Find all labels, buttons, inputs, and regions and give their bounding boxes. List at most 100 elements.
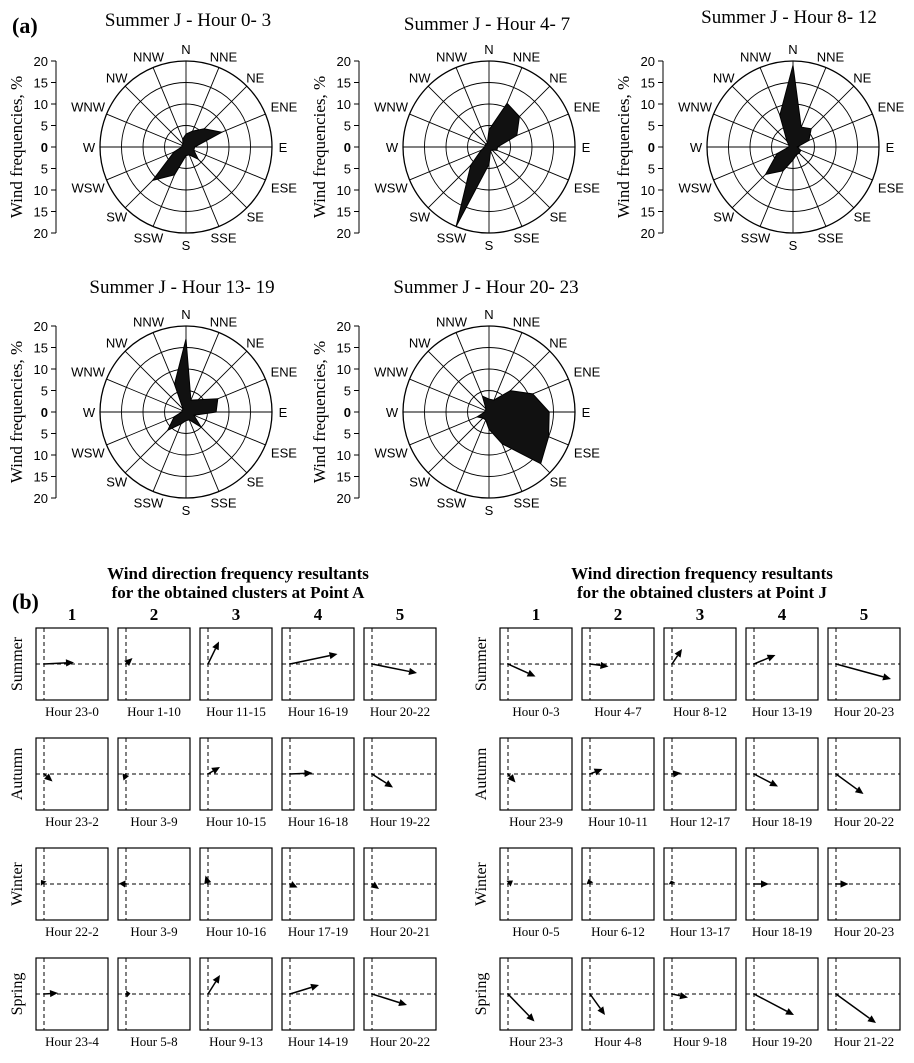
rose-polygon bbox=[151, 128, 224, 182]
resultant-arrow bbox=[207, 770, 214, 775]
rose-y-tick-label: 15 bbox=[337, 341, 351, 356]
cluster-number: 1 bbox=[532, 605, 541, 624]
rose-polygon bbox=[166, 338, 219, 432]
direction-label: ENE bbox=[574, 364, 601, 379]
direction-label: N bbox=[788, 42, 797, 57]
rose-y-tick-label: 10 bbox=[337, 97, 351, 112]
rose-y-tick-label: 10 bbox=[34, 97, 48, 112]
wind-rose: Summer J - Hour 13- 19 N NNE NE ENE E ESE SE SSE… bbox=[7, 277, 298, 518]
direction-label: NE bbox=[549, 71, 567, 86]
rose-title: Summer J - Hour 4- 7 bbox=[404, 14, 570, 35]
rose-y-tick-label: 0 bbox=[648, 140, 655, 155]
cluster-hours-label: Hour 1-10 bbox=[127, 704, 181, 719]
rose-y-tick-label: 10 bbox=[641, 97, 655, 112]
rose-y-tick-label: 20 bbox=[34, 491, 48, 506]
resultant-arrow bbox=[289, 772, 305, 775]
rose-spoke bbox=[152, 67, 187, 148]
cluster-hours-label: Hour 4-7 bbox=[594, 704, 642, 719]
direction-label: WNW bbox=[374, 364, 409, 379]
rose-y-tick-label: 15 bbox=[337, 76, 351, 91]
wind-rose: Summer J - Hour 20- 23 N NNE NE ENE E ESE SE SSE… bbox=[310, 277, 601, 518]
rose-spoke bbox=[185, 332, 220, 413]
cluster-hours-label: Hour 13-19 bbox=[752, 704, 812, 719]
rose-y-tick-label: 10 bbox=[337, 362, 351, 377]
arrow-head bbox=[882, 673, 891, 681]
direction-label: SW bbox=[106, 474, 128, 489]
cluster-hours-label: Hour 17-19 bbox=[288, 924, 348, 939]
direction-label: S bbox=[182, 503, 191, 518]
rose-spoke bbox=[488, 146, 569, 181]
direction-label: NNE bbox=[817, 49, 845, 64]
rose-title: Summer J - Hour 8- 12 bbox=[701, 7, 877, 28]
wind-rose: Summer J - Hour 8- 12 N NNE NE ENE E ESE SE SSE S… bbox=[614, 7, 905, 253]
season-label: Spring bbox=[9, 973, 26, 1016]
rose-spoke bbox=[106, 113, 187, 148]
rose-y-tick-label: 15 bbox=[34, 205, 48, 220]
cluster-hours-label: Hour 16-19 bbox=[288, 704, 348, 719]
rose-spoke bbox=[185, 146, 220, 227]
arrow-head bbox=[124, 658, 133, 667]
rose-spoke bbox=[731, 85, 794, 148]
direction-label: S bbox=[485, 238, 494, 253]
rose-spoke bbox=[106, 411, 187, 446]
cluster-hours-label: Hour 9-13 bbox=[209, 1034, 263, 1049]
rose-y-tick-label: 5 bbox=[648, 119, 655, 134]
cluster-hours-label: Hour 20-23 bbox=[834, 924, 894, 939]
cluster-hours-label: Hour 9-18 bbox=[673, 1034, 727, 1049]
rose-y-tick-label: 15 bbox=[34, 470, 48, 485]
point-a-title-line-2: for the obtained clusters at Point A bbox=[112, 583, 366, 602]
resultant-arrow bbox=[753, 657, 769, 665]
direction-label: E bbox=[582, 405, 591, 420]
resultant-arrow bbox=[753, 773, 772, 784]
rose-spoke bbox=[792, 146, 855, 209]
rose-spoke bbox=[152, 411, 187, 492]
rose-y-tick-label: 10 bbox=[337, 448, 351, 463]
cluster-number: 2 bbox=[614, 605, 623, 624]
rose-y-tick-label: 10 bbox=[641, 183, 655, 198]
rose-spoke bbox=[427, 85, 490, 148]
cluster-hours-label: Hour 11-15 bbox=[206, 704, 266, 719]
arrow-head bbox=[867, 1015, 876, 1023]
cluster-number: 4 bbox=[778, 605, 787, 624]
direction-label: NNW bbox=[133, 314, 165, 329]
arrow-head bbox=[384, 780, 393, 788]
resultant-arrow bbox=[371, 883, 374, 886]
resultant-arrow bbox=[671, 993, 681, 997]
direction-label: W bbox=[690, 140, 703, 155]
arrow-head bbox=[40, 880, 47, 886]
direction-label: ESE bbox=[271, 181, 297, 196]
direction-label: NW bbox=[713, 71, 735, 86]
direction-label: S bbox=[789, 238, 798, 253]
direction-label: N bbox=[181, 307, 190, 322]
wind-rose-panel: Summer J - Hour 0- 3N NNENEENEEESESESSESS… bbox=[7, 7, 905, 518]
cluster-hours-label: Hour 8-12 bbox=[673, 704, 727, 719]
direction-label: NE bbox=[853, 71, 871, 86]
season-label: Winter bbox=[473, 861, 490, 905]
arrow-head bbox=[506, 880, 513, 887]
resultant-arrow bbox=[589, 771, 596, 775]
rose-y-tick-label: 15 bbox=[641, 205, 655, 220]
rose-polygon bbox=[455, 102, 520, 227]
direction-label: SSE bbox=[513, 496, 539, 511]
rose-spoke bbox=[455, 67, 490, 148]
direction-label: NNE bbox=[210, 314, 238, 329]
resultant-arrow bbox=[289, 654, 330, 665]
direction-label: NNE bbox=[513, 49, 541, 64]
cluster-hours-label: Hour 14-19 bbox=[288, 1034, 348, 1049]
resultant-arrow bbox=[289, 986, 312, 995]
rose-y-tick-label: 15 bbox=[337, 470, 351, 485]
rose-y-tick-label: 20 bbox=[337, 491, 351, 506]
arrow-head bbox=[310, 983, 319, 991]
rose-spoke bbox=[124, 85, 187, 148]
rose-spoke bbox=[124, 350, 187, 413]
vector-grid: 1 2 3 4 5 Summer Hour 0-3 Hour 4-7 Hour 8-12 Hour… bbox=[473, 605, 901, 1049]
rose-y-tick-label: 15 bbox=[34, 76, 48, 91]
direction-label: SSE bbox=[513, 231, 539, 246]
resultant-arrow bbox=[507, 663, 529, 674]
direction-label: W bbox=[83, 140, 96, 155]
direction-label: NE bbox=[246, 71, 264, 86]
direction-label: SW bbox=[713, 209, 735, 224]
rose-y-tick-label: 10 bbox=[337, 183, 351, 198]
cluster-hours-label: Hour 12-17 bbox=[670, 814, 731, 829]
cluster-hours-label: Hour 20-22 bbox=[370, 704, 430, 719]
